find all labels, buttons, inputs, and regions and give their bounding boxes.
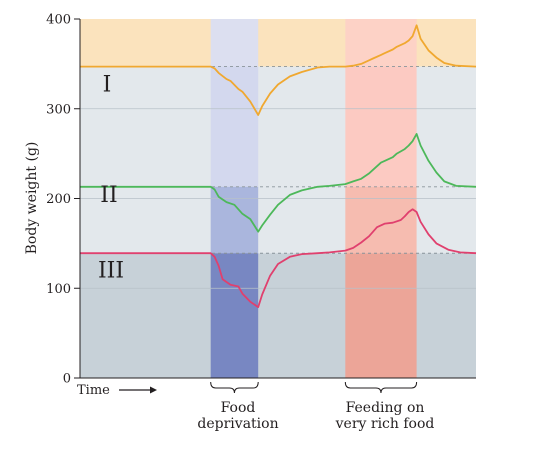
period-deprivation-upper	[210, 66, 259, 187]
period-rich-food-bottom	[345, 253, 417, 378]
y-tick-label-400: 400	[46, 13, 71, 28]
y-tick-label-100: 100	[46, 282, 71, 297]
period-label-rich-food: Feeding on very rich food	[335, 400, 435, 432]
period-shadings	[210, 19, 417, 378]
series-line-III	[80, 208, 477, 308]
y-tick-label-200: 200	[46, 192, 71, 207]
series-line-I	[80, 24, 477, 116]
x-axis-title: Time	[77, 383, 110, 398]
period-deprivation-top	[210, 19, 259, 67]
y-tick-label-0: 0	[63, 372, 71, 387]
brace-food-deprivation	[210, 381, 259, 394]
series-lines	[80, 24, 477, 308]
y-tick-label-300: 300	[46, 102, 71, 117]
period-deprivation-bottom	[210, 253, 259, 378]
period-label-deprivation: Food deprivation	[197, 400, 278, 432]
period-rich-food-middle	[345, 186, 417, 254]
period-label-rich-food-line-2: very rich food	[335, 416, 435, 432]
gridlines	[80, 108, 476, 289]
roman-label-III: III	[98, 258, 124, 283]
roman-label-II: II	[100, 183, 117, 208]
y-axis-title: Body weight (g)	[24, 142, 40, 255]
brace-rich-food	[344, 381, 418, 394]
period-label-deprivation-line-1: Food	[221, 400, 256, 416]
roman-label-I: I	[103, 73, 112, 98]
time-axis-label-group: Time	[77, 383, 157, 398]
y-tick-labels: 0 100 200 300 400	[46, 13, 80, 387]
period-braces	[210, 381, 418, 394]
period-label-deprivation-line-2: deprivation	[197, 416, 278, 432]
period-rich-food-upper	[345, 66, 417, 187]
series-line-II	[80, 133, 477, 233]
period-label-rich-food-line-1: Feeding on	[346, 400, 425, 416]
time-arrow-icon	[119, 386, 157, 394]
